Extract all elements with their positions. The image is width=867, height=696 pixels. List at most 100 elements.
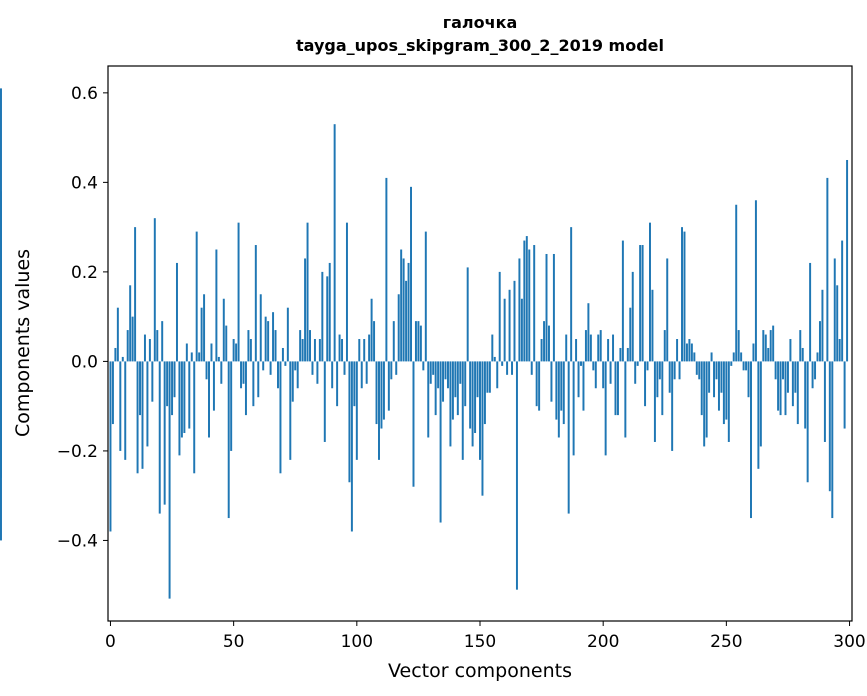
chart-title: галочка (443, 13, 518, 32)
bar (685, 343, 688, 362)
bar (432, 361, 435, 375)
bar (621, 240, 624, 362)
bar (119, 361, 122, 451)
bar (321, 271, 324, 362)
bar (612, 334, 615, 362)
bar (759, 361, 762, 447)
bar (713, 361, 716, 398)
bar (0, 316, 2, 362)
x-ticks: 0 50 100 150 200 250 300 (105, 621, 866, 652)
bar (570, 227, 573, 362)
bar (326, 276, 329, 362)
bar (466, 267, 469, 362)
chart-subtitle: tayga_upos_skipgram_300_2_2019 model (296, 36, 664, 55)
bar (249, 339, 252, 362)
bar (523, 240, 526, 362)
bar (143, 334, 146, 362)
bar (809, 262, 812, 362)
bar (227, 361, 230, 519)
bar (656, 361, 659, 398)
bar (649, 222, 651, 362)
x-tick-label: 300 (833, 632, 865, 652)
bar (511, 361, 514, 375)
bar (161, 321, 164, 362)
bar (715, 361, 718, 380)
bar (794, 361, 797, 393)
bar (520, 298, 523, 362)
bar (414, 321, 417, 362)
bar (257, 361, 260, 398)
bar (501, 361, 504, 366)
bar (247, 330, 250, 362)
y-ticks: −0.4 −0.2 0.0 0.2 0.4 0.6 (57, 84, 108, 551)
bar (757, 361, 760, 469)
bar (547, 325, 550, 362)
bar (653, 361, 656, 442)
bar (358, 339, 361, 362)
bar (750, 361, 752, 519)
bar (380, 361, 383, 429)
bar (449, 361, 452, 447)
bar (281, 347, 284, 362)
bar (540, 339, 543, 362)
bar (333, 124, 336, 362)
bar (789, 339, 792, 362)
bar (518, 258, 521, 362)
bar (378, 361, 380, 460)
bar (567, 361, 570, 514)
bar (811, 361, 814, 389)
x-tick-label: 250 (710, 632, 742, 652)
bar (474, 361, 477, 434)
bar (764, 334, 767, 362)
bar (373, 321, 376, 362)
bar (419, 325, 422, 362)
bar (195, 231, 198, 362)
bar (200, 307, 203, 362)
bar (555, 361, 558, 420)
bar (607, 339, 610, 362)
bar (405, 280, 408, 362)
bar (587, 303, 590, 362)
bar (631, 271, 634, 362)
bar (799, 330, 802, 362)
bar (732, 352, 735, 362)
bar (299, 330, 302, 362)
bar (365, 361, 368, 384)
bar (139, 361, 142, 416)
bar (444, 361, 447, 380)
bar (782, 361, 784, 380)
bar (673, 361, 676, 380)
bar (769, 330, 772, 362)
bar (148, 339, 151, 362)
bar (740, 352, 743, 362)
bar (114, 347, 117, 362)
bar (296, 361, 299, 389)
bar (427, 361, 430, 438)
bar (609, 361, 612, 384)
bar (121, 356, 124, 362)
bar (745, 361, 748, 371)
bar (836, 285, 839, 362)
bar (434, 361, 437, 416)
bar (535, 361, 538, 407)
bar (222, 298, 225, 362)
bar (703, 361, 706, 447)
bar (392, 321, 395, 362)
bar (481, 361, 484, 496)
y-tick-label: 0.2 (71, 263, 98, 283)
bar (828, 361, 831, 492)
bar (291, 361, 294, 402)
bar (336, 361, 339, 407)
bar (306, 222, 309, 362)
bar (360, 361, 363, 389)
bar (602, 361, 605, 389)
bar (313, 339, 316, 362)
bar (289, 361, 292, 460)
bar (151, 361, 154, 402)
bar (272, 312, 275, 362)
bar (400, 249, 403, 362)
bar (301, 339, 304, 362)
bar (240, 361, 243, 389)
bar (592, 361, 595, 371)
